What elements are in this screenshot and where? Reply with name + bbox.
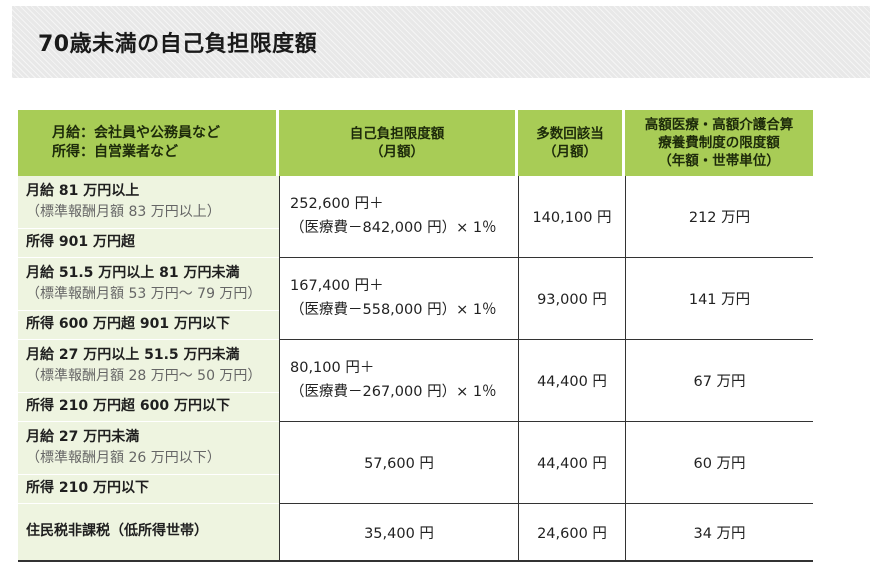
header-limit-line2: （月額） xyxy=(370,144,424,160)
multi-cell: 44,400 円 xyxy=(518,422,625,504)
salary-label: 月給 27 万円未満 xyxy=(26,429,140,446)
header-multi-line1: 多数回該当 xyxy=(536,125,604,142)
low-income-label: 住民税非課税（低所得世帯） xyxy=(18,504,279,560)
row-salary-cell: 月給 27 万円以上 51.5 万円未満 （標準報酬月額 28 万円～ 50 万… xyxy=(18,340,279,393)
header-limit-line1: 自己負担限度額 xyxy=(349,125,445,142)
standard-label: （標準報酬月額 53 万円～ 79 万円） xyxy=(26,285,262,302)
multi-cell: 24,600 円 xyxy=(518,504,625,560)
combined-cell: 141 万円 xyxy=(625,258,813,340)
header-category: 月給：会社員や公務員など 所得：自営業者など xyxy=(18,110,279,176)
limit-base: 80,100 円＋ xyxy=(290,359,375,376)
header-multi: 多数回該当 （月額） xyxy=(518,110,625,176)
standard-label: （標準報酬月額 26 万円以下） xyxy=(26,449,221,466)
limit-cell: 167,400 円＋ （医療費－558,000 円）× 1％ xyxy=(279,258,518,340)
income-label: 所得 210 万円超 600 万円以下 xyxy=(18,393,279,422)
header-limit: 自己負担限度額 （月額） xyxy=(279,110,518,176)
table-header-row: 月給：会社員や公務員など 所得：自営業者など 自己負担限度額 （月額） 多数回該… xyxy=(18,110,813,176)
limit-base: 167,400 円＋ xyxy=(290,277,384,294)
limit-formula: （医療費－842,000 円）× 1％ xyxy=(290,219,497,236)
row-salary-cell: 月給 51.5 万円以上 81 万円未満 （標準報酬月額 53 万円～ 79 万… xyxy=(18,258,279,311)
table-row: 住民税非課税（低所得世帯） 35,400 円 24,600 円 34 万円 xyxy=(18,504,813,560)
table-row: 月給 27 万円以上 51.5 万円未満 （標準報酬月額 28 万円～ 50 万… xyxy=(18,340,813,422)
standard-label: （標準報酬月額 83 万円以上） xyxy=(26,203,221,220)
header-category-line1: 月給：会社員や公務員など xyxy=(52,125,220,142)
combined-cell: 60 万円 xyxy=(625,422,813,504)
limit-formula: （医療費－267,000 円）× 1％ xyxy=(290,383,497,400)
limit-cell: 57,600 円 xyxy=(279,422,518,504)
row-salary-cell: 月給 27 万円未満 （標準報酬月額 26 万円以下） xyxy=(18,422,279,475)
table-row: 月給 81 万円以上 （標準報酬月額 83 万円以上） 252,600 円＋ （… xyxy=(18,176,813,258)
header-combined: 高額医療・高額介護合算 療養費制度の限度額 （年額・世帯単位） xyxy=(625,110,813,176)
salary-label: 月給 81 万円以上 xyxy=(26,183,140,200)
combined-cell: 34 万円 xyxy=(625,504,813,560)
income-label: 所得 901 万円超 xyxy=(18,229,279,258)
header-combined-line2: 療養費制度の限度額 xyxy=(658,134,780,151)
table-row: 所得 210 万円以下 xyxy=(18,475,813,504)
income-label: 所得 600 万円超 901 万円以下 xyxy=(18,311,279,340)
salary-label: 月給 51.5 万円以上 81 万円未満 xyxy=(26,265,240,282)
limit-cell: 80,100 円＋ （医療費－267,000 円）× 1％ xyxy=(279,340,518,422)
limit-formula: （医療費－558,000 円）× 1％ xyxy=(290,301,497,318)
limit-cell: 252,600 円＋ （医療費－842,000 円）× 1％ xyxy=(279,176,518,258)
limit-base: 252,600 円＋ xyxy=(290,195,384,212)
table-row: 月給 27 万円未満 （標準報酬月額 26 万円以下） 57,600 円 44,… xyxy=(18,422,813,504)
standard-label: （標準報酬月額 28 万円～ 50 万円） xyxy=(26,367,262,384)
header-category-line2: 所得：自営業者など xyxy=(52,144,178,160)
header-multi-line2: （月額） xyxy=(543,144,597,160)
cost-limit-table: 月給：会社員や公務員など 所得：自営業者など 自己負担限度額 （月額） 多数回該… xyxy=(18,110,813,562)
header-combined-line1: 高額医療・高額介護合算 xyxy=(644,116,794,133)
table-row: 所得 901 万円超 xyxy=(18,229,813,258)
limit-cell: 35,400 円 xyxy=(279,504,518,560)
combined-cell: 67 万円 xyxy=(625,340,813,422)
table-row: 所得 210 万円超 600 万円以下 xyxy=(18,393,813,422)
title-banner: 70歳未満の自己負担限度額 xyxy=(12,6,870,78)
multi-cell: 140,100 円 xyxy=(518,176,625,258)
row-salary-cell: 月給 81 万円以上 （標準報酬月額 83 万円以上） xyxy=(18,176,279,229)
header-combined-line3: （年額・世帯単位） xyxy=(658,153,780,170)
multi-cell: 44,400 円 xyxy=(518,340,625,422)
income-label: 所得 210 万円以下 xyxy=(18,475,279,504)
multi-cell: 93,000 円 xyxy=(518,258,625,340)
page-title: 70歳未満の自己負担限度額 xyxy=(38,32,318,57)
salary-label: 月給 27 万円以上 51.5 万円未満 xyxy=(26,347,240,364)
table-row: 月給 51.5 万円以上 81 万円未満 （標準報酬月額 53 万円～ 79 万… xyxy=(18,258,813,340)
combined-cell: 212 万円 xyxy=(625,176,813,258)
table-row: 所得 600 万円超 901 万円以下 xyxy=(18,311,813,340)
